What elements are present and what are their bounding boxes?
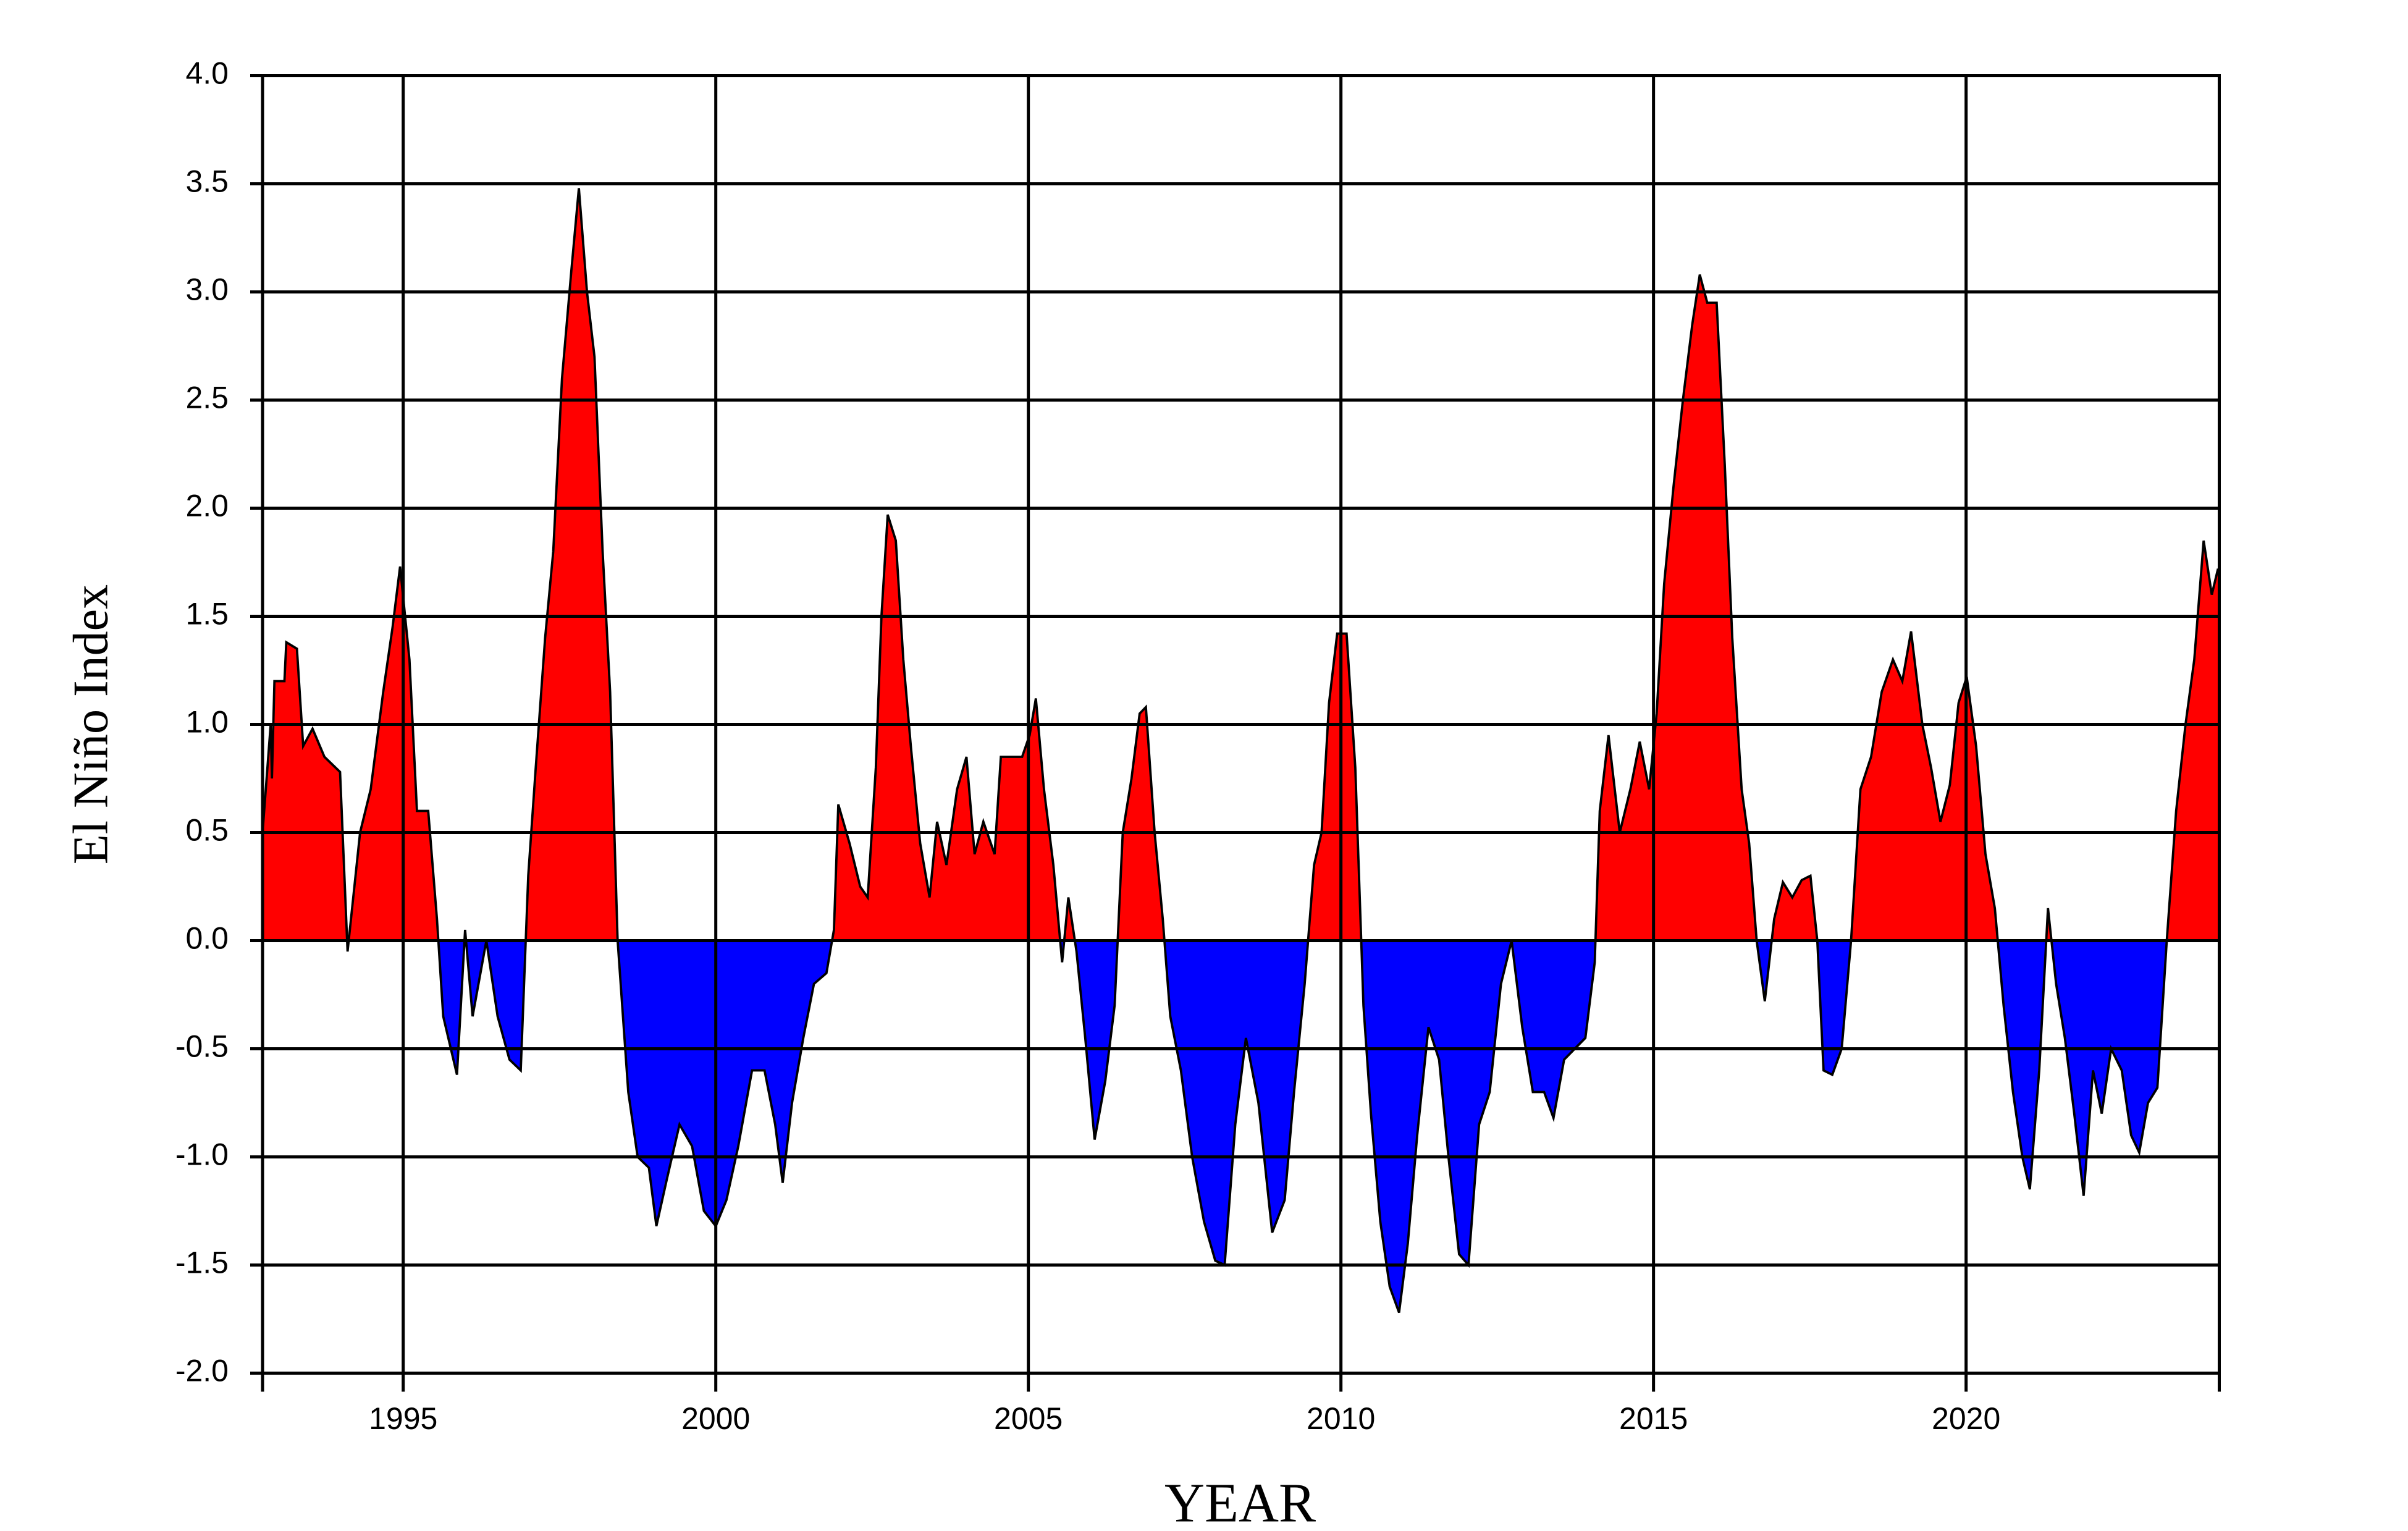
- y-tick-label: -1.0: [175, 1137, 229, 1172]
- y-tick-label: 3.5: [185, 164, 229, 199]
- y-tick-label: 1.5: [185, 597, 229, 631]
- y-tick-label: 2.0: [185, 489, 229, 523]
- x-tick-label: 2020: [1932, 1401, 2000, 1436]
- x-axis-label: YEAR: [1164, 1473, 1316, 1531]
- x-tick-label: 2010: [1307, 1401, 1375, 1436]
- x-tick-label: 2005: [994, 1401, 1063, 1436]
- y-tick-label: -0.5: [175, 1029, 229, 1064]
- positive-area: [263, 188, 2218, 941]
- x-tick-label: 2000: [681, 1401, 750, 1436]
- y-tick-label: 3.0: [185, 272, 229, 307]
- plot-frame: [261, 74, 2221, 1375]
- y-tick-label: -2.0: [175, 1354, 229, 1388]
- negative-area: [263, 940, 2218, 1313]
- index-line: [261, 188, 2220, 1314]
- y-axis-label: El Niño Index: [64, 584, 118, 864]
- y-tick-label: 4.0: [185, 56, 229, 91]
- y-tick-label: 2.5: [185, 381, 229, 415]
- y-tick-label: 1.0: [185, 705, 229, 740]
- y-tick-label: 0.5: [185, 813, 229, 848]
- x-tick-label: 1995: [369, 1401, 437, 1436]
- y-tick-label: -1.5: [175, 1246, 229, 1280]
- x-tick-label: 2015: [1619, 1401, 1688, 1436]
- y-tick-label: 0.0: [185, 921, 229, 956]
